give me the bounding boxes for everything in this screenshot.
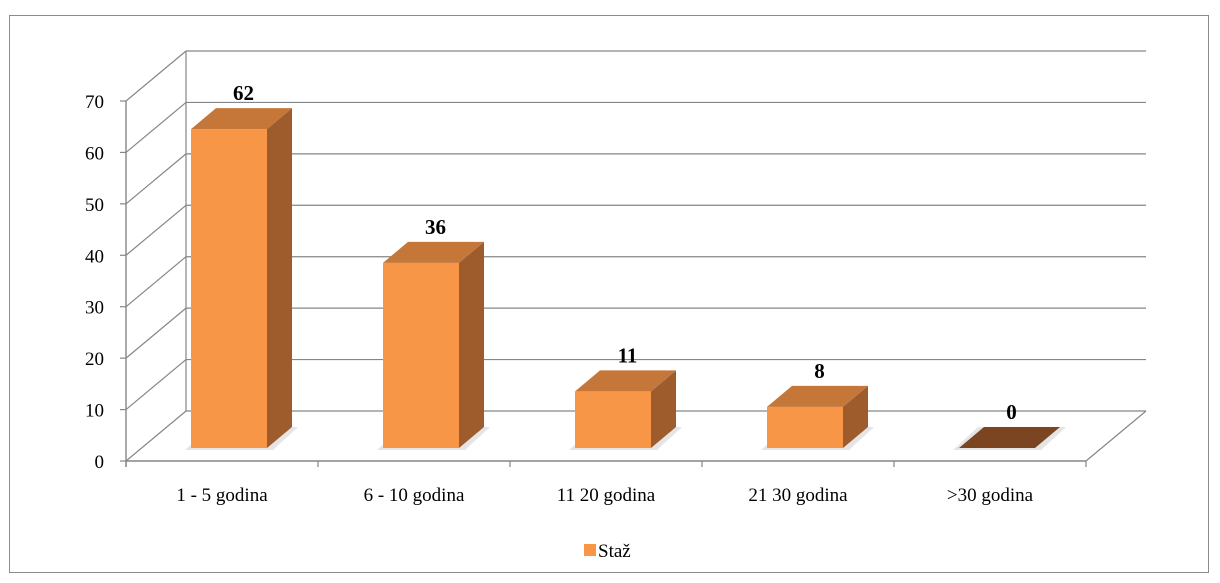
bar-zero-top	[959, 427, 1060, 448]
x-category-label: 6 - 10 godina	[364, 485, 465, 506]
y-tick-label: 70	[85, 92, 104, 113]
gridline-side	[125, 410, 187, 462]
y-tick-label: 10	[85, 401, 104, 422]
data-label: 11	[618, 343, 638, 367]
bar-top	[383, 241, 484, 263]
y-tick-label: 50	[85, 195, 104, 216]
bar-side	[651, 370, 676, 448]
y-tick-label: 30	[85, 298, 104, 319]
gridlines	[125, 50, 1146, 462]
bar	[569, 370, 682, 450]
x-category-label: 11 20 godina	[557, 485, 656, 506]
bar-top	[575, 370, 676, 392]
floor-right-edge	[1085, 410, 1147, 462]
data-label: 8	[814, 359, 825, 383]
y-tick-label: 60	[85, 143, 104, 164]
bars	[185, 108, 1066, 450]
bar-front	[191, 129, 267, 448]
legend-label-stazh: Staž	[598, 541, 631, 562]
x-category-label: >30 godina	[947, 485, 1034, 506]
y-tick-label: 20	[85, 349, 104, 370]
bar	[953, 427, 1066, 450]
gridline-side	[125, 50, 187, 102]
x-category-label: 21 30 godina	[748, 485, 848, 506]
x-category-label: 1 - 5 godina	[176, 485, 268, 506]
data-label: 0	[1006, 400, 1017, 424]
bar-front	[767, 406, 843, 448]
y-tick-label: 40	[85, 246, 104, 267]
y-tick-label: 0	[95, 452, 105, 473]
bar-top	[767, 385, 868, 407]
gridline-side	[125, 256, 187, 308]
gridline-side	[125, 153, 187, 205]
gridline-side	[125, 307, 187, 359]
bar	[377, 241, 490, 450]
bar-side	[459, 241, 484, 448]
bar-top	[191, 108, 292, 130]
bar	[185, 108, 298, 450]
gridline-side	[125, 101, 187, 153]
y-axis-ticks: 0 10 20 30 40 50 60 70	[85, 92, 104, 473]
data-label: 36	[425, 215, 446, 239]
bar-front	[575, 391, 651, 448]
gridline-side	[125, 359, 187, 411]
bar-side	[843, 385, 868, 448]
bar-front	[383, 262, 459, 448]
bar	[761, 385, 874, 450]
data-labels: 62 36 11 8 0	[233, 81, 1017, 424]
legend: Staž	[584, 541, 631, 562]
gridline-side	[125, 204, 187, 256]
data-label: 62	[233, 81, 254, 105]
legend-swatch-stazh	[584, 544, 596, 556]
x-axis-labels: 1 - 5 godina 6 - 10 godina 11 20 godina 21 …	[176, 485, 1033, 506]
bar-side	[267, 108, 292, 449]
